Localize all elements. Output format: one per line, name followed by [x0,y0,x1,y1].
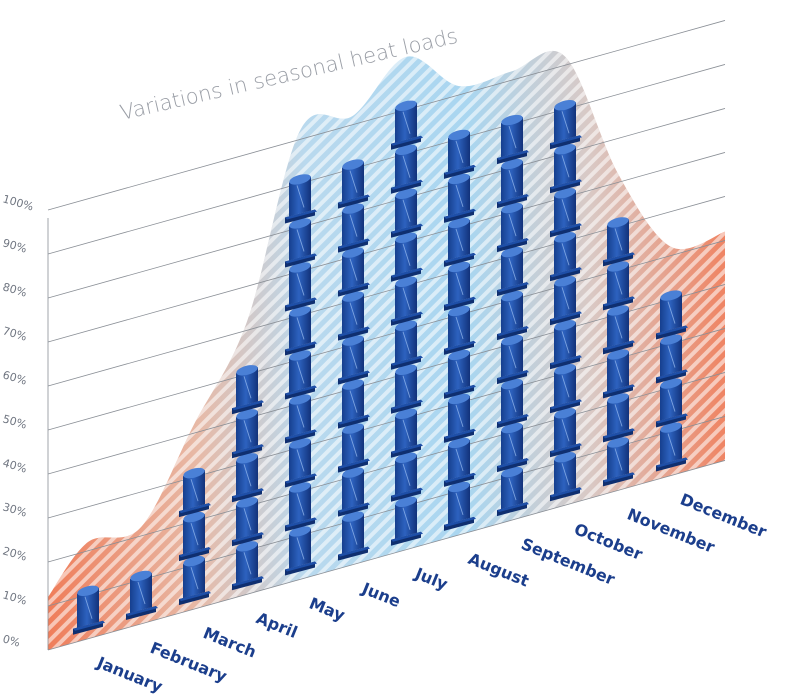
heat-load-icon [444,129,476,179]
heat-load-icon [285,350,317,400]
month-label: March [201,623,260,661]
heat-load-icon [550,364,582,414]
month-bar-june [338,159,370,561]
heat-load-icon [497,466,529,517]
month-label: April [254,608,301,642]
heat-load-icon [285,174,317,224]
heat-load-icon [338,247,370,297]
month-bar-march [179,467,211,606]
heat-load-icon [285,306,317,356]
y-tick-label: 70% [1,324,28,343]
heat-load-icon [285,482,317,532]
heat-load-icon [550,320,582,370]
month-label: May [307,594,349,626]
month-label: January [94,653,166,694]
grid-line [47,20,726,211]
y-tick-label: 60% [1,368,28,387]
grid-line [47,108,726,299]
y-tick-label: 90% [1,236,28,255]
heat-load-icon [656,378,688,428]
heat-load-icon [656,334,688,384]
heat-load-icon [444,349,476,399]
grid-line [47,152,726,343]
heat-load-icon [497,378,529,429]
month-bar-december [656,290,688,472]
grid-line [47,64,726,255]
heat-load-icon [338,159,370,209]
heat-load-icon [285,262,317,312]
month-bar-september [497,114,529,517]
heat-load-icon [232,409,264,459]
heat-load-icon [391,364,423,414]
heat-load-icon [391,100,423,150]
y-tick-label: 0% [1,632,21,649]
heat-load-icon [179,555,211,606]
heat-load-icon [550,100,582,150]
heat-load-icon [232,365,264,415]
heat-load-icon [497,114,529,165]
month-bar-october [550,100,582,502]
heat-load-icon [550,232,582,282]
heat-load-icon [285,526,317,576]
heat-load-icon [391,496,423,546]
heat-load-marks [73,100,688,635]
heat-load-icon [391,276,423,326]
y-tick-label: 100% [1,192,35,213]
heat-load-icon [179,467,211,518]
heat-load-icon [550,408,582,458]
month-bar-may [285,174,317,576]
heat-load-icon [285,218,317,268]
y-tick-label: 30% [1,500,28,519]
month-label: July [412,563,451,594]
month-bar-february [126,570,158,620]
heat-load-icon [285,394,317,444]
heat-load-icon [497,290,529,341]
month-bar-january [73,585,105,635]
y-tick-label: 20% [1,544,28,563]
heat-load-icon [338,423,370,473]
heat-load-icon [391,408,423,458]
heat-load-icon [497,246,529,297]
y-tick-label: 10% [1,588,28,607]
heat-load-icon [444,481,476,531]
heat-load-icon [497,202,529,253]
month-bar-august [444,129,476,531]
y-axis: 0% 10% 20% 30% 40% 50% 60% 70% 80% 90% 100% [1,192,35,649]
month-label: June [359,578,404,611]
heat-load-icon [391,320,423,370]
heat-load-icon [338,203,370,253]
heat-load-icon [550,188,582,238]
month-bar-april [232,365,264,591]
grid-line [47,460,726,651]
y-tick-label: 50% [1,412,28,431]
heat-load-icon [603,349,635,399]
heat-load-icon [656,290,688,340]
heat-load-icon [603,217,635,267]
heat-load-icon [338,467,370,517]
month-bar-july [391,100,423,546]
y-tick-label: 40% [1,456,28,475]
month-label: August [466,549,533,591]
heat-load-icon [73,585,105,635]
heat-load-icon [126,570,158,620]
y-tick-label: 80% [1,280,28,299]
month-bar-november [603,217,635,487]
heat-load-icon [497,158,529,209]
heat-load-icon [656,422,688,472]
